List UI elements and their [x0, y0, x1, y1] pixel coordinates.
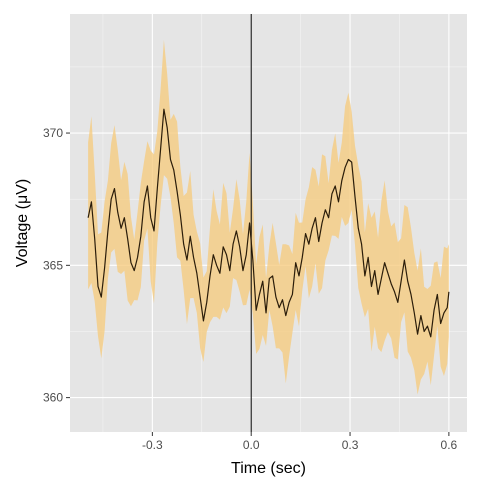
mean-voltage-line: [87, 108, 450, 338]
y-tick-label: 370: [43, 126, 63, 140]
x-tick-label: 0.6: [441, 438, 458, 452]
y-tick-label: 365: [43, 258, 63, 272]
x-tick-label: 0.3: [342, 438, 359, 452]
y-axis: 360 365 370: [43, 126, 70, 405]
x-tick-label: 0.0: [243, 438, 260, 452]
y-axis-title: Voltage (μV): [14, 179, 31, 267]
confidence-ribbon: [88, 39, 449, 395]
plot-panel: [70, 14, 467, 432]
x-axis: -0.3 0.0 0.3 0.6: [142, 432, 458, 452]
x-axis-title: Time (sec): [231, 460, 306, 477]
x-tick-label: -0.3: [142, 438, 163, 452]
y-tick-label: 360: [43, 391, 63, 405]
